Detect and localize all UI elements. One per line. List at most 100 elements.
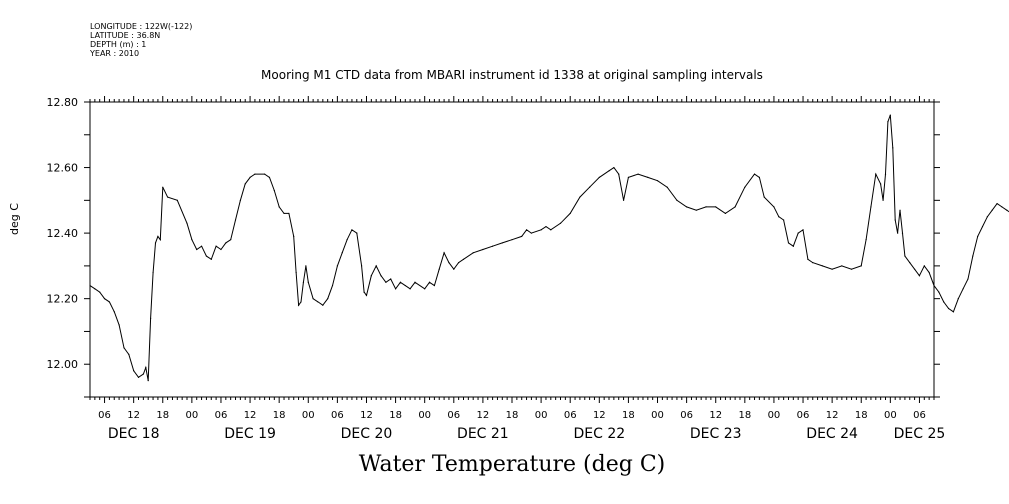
data-point [797,232,799,234]
data-point [152,271,154,274]
data-point [147,380,149,382]
data-point [210,258,212,260]
data-point [150,317,152,319]
x-hour-label: 00 [651,410,664,421]
data-point [283,212,285,215]
data-point [491,245,494,247]
data-point [865,239,867,241]
metadata-block: LONGITUDE : 122W(-122) LATITUDE : 36.8N … [90,22,192,58]
data-point [424,288,426,290]
data-point [753,173,756,175]
data-point [312,298,314,300]
depth-line: DEPTH (m) : 1 [90,40,147,49]
data-point [525,229,528,231]
data-point [128,353,130,355]
series-line-water-temperature [89,114,1009,381]
data-point [167,196,169,198]
x-day-label: DEC 24 [806,426,858,442]
x-hour-label: 18 [622,410,635,421]
data-point [123,347,125,349]
longitude-line: LONGITUDE : 122W(-122) [90,22,193,31]
data-point [943,301,945,303]
x-hour-label: 00 [768,410,781,421]
data-point [850,268,853,270]
data-point [390,278,392,280]
data-point [404,284,406,287]
data-point [530,232,533,234]
data-point [656,180,659,182]
data-point [952,311,955,313]
data-point [414,281,416,283]
x-hour-label: 06 [564,410,577,421]
data-point [346,239,348,241]
x-hour-label: 00 [185,410,198,421]
data-point [550,229,552,231]
x-hour-label: 18 [156,410,169,421]
data-point [967,278,969,280]
data-point [341,252,343,254]
data-point [293,235,295,237]
data-point [981,225,984,228]
data-point [428,281,431,283]
data-point [94,288,96,290]
data-point [909,262,911,264]
data-point [302,281,305,283]
data-point [598,176,600,178]
data-point [113,311,115,313]
data-point [295,271,297,274]
data-point [220,248,222,251]
data-point [792,245,794,247]
chart-title: Mooring M1 CTD data from MBARI instrumen… [261,68,763,82]
data-point [448,262,450,264]
data-point [686,206,688,208]
data-point [884,173,887,175]
data-point [802,229,804,231]
data-point [807,258,809,260]
y-tick-label: 12.00 [47,358,79,371]
data-point [1006,209,1008,211]
data-point [234,219,237,221]
data-point [200,245,203,247]
data-point [365,294,368,296]
data-point [356,232,358,234]
data-point [579,196,581,198]
x-day-label: DEC 25 [894,426,946,442]
data-point [613,166,615,169]
data-point [892,147,894,149]
data-point [511,239,513,241]
data-point [300,301,302,303]
data-point [133,370,135,372]
data-point [472,252,474,254]
x-hour-label: 18 [273,410,286,421]
data-point [972,255,974,257]
data-point [540,229,542,231]
data-point [889,114,891,116]
data-point [191,239,193,241]
data-point [409,288,411,290]
data-point [763,196,765,198]
data-point [899,209,901,211]
data-point [351,229,353,231]
data-point [385,281,387,283]
x-day-label: DEC 18 [108,426,160,442]
data-point [99,291,101,293]
x-hour-label: 18 [389,410,402,421]
data-point [647,176,649,178]
data-point [996,203,998,205]
data-point [331,284,334,287]
data-point [264,173,266,175]
x-axis-title: Water Temperature (deg C) [358,452,666,477]
plot-frame [89,101,935,398]
x-day-label: DEC 23 [690,426,742,442]
data-point [666,186,668,188]
data-point [875,173,877,175]
x-hour-label: 12 [826,410,839,421]
x-hour-label: 12 [593,410,606,421]
data-point [278,206,280,208]
x-hour-label: 12 [709,410,722,421]
data-point [923,265,925,267]
data-point [118,324,120,326]
x-hour-label: 00 [884,410,897,421]
data-point [1001,206,1003,208]
data-point [947,307,950,310]
